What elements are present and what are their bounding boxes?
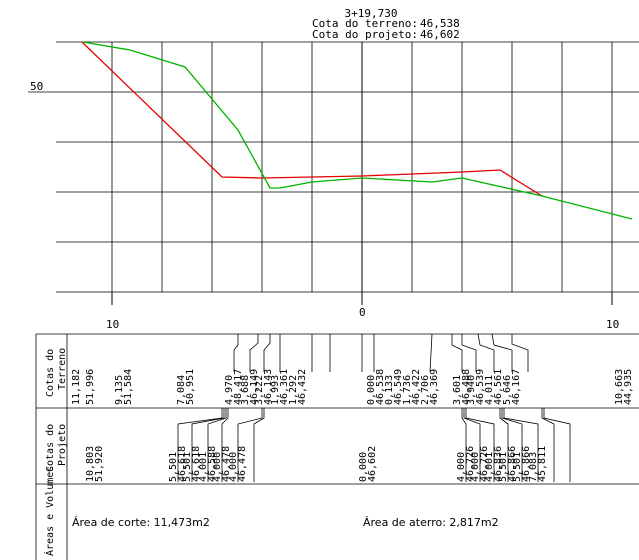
terrain-elevation-value: 4,970 [224,375,235,405]
terrain-elevation-value: 48,417 [233,369,244,405]
project-elevation-value: 46,618 [191,446,202,482]
grid [56,41,639,293]
terrain-elevation-value: 0,000 [366,375,377,405]
project-elevation-value: 5,501 [498,452,509,482]
offset-label-left: 10 [106,318,119,331]
terrain-elevation-value: 46,422 [411,369,422,405]
project-elevation-value: 46,726 [479,446,490,482]
terrain-profile-line [82,41,633,220]
terrain-elevation-value: 50,951 [185,369,196,405]
station-label: 3+19,730 [345,7,398,20]
project-elevation-value: 46,726 [465,446,476,482]
project-elevation-value: 46,602 [420,28,460,41]
project-elevation-value: 4,000 [228,452,239,482]
project-elevation-value: 46,478 [237,446,248,482]
project-elevation-value: 4,000 [456,452,467,482]
terrain-elevation-value: 1,993 [270,375,281,405]
terrain-elevation-value: 4,011 [484,375,495,405]
terrain-elevation-value: 46,143 [263,369,274,405]
project-elevation-value: 46,588 [207,446,218,482]
terrain-row-title-1: Cotas do [45,349,56,397]
offset-label-right: 10 [606,318,619,331]
terrain-elevation-value: 2,706 [420,375,431,405]
project-elevation-value: 5,501 [168,452,179,482]
cut-area-label: Área de corte: 11,473m2 [72,516,210,529]
project-elevation-value: 10,803 [85,446,96,482]
terrain-elevation-value: 0,133 [384,375,395,405]
fill-area-label: Área de aterro: 2,817m2 [363,516,499,529]
terrain-elevation-value: 3,222 [254,375,265,405]
project-elevation-value: 46,478 [221,446,232,482]
areas-row-title: Áreas e Volumes [43,466,56,556]
project-elevation-value: 46,836 [493,446,504,482]
terrain-elevation-value: 7,084 [176,375,187,405]
project-elevation-value: 7,083 [528,452,539,482]
terrain-elevation-value: 46,149 [249,369,260,405]
project-elevation-value: 45,811 [537,446,548,482]
project-elevation-value: 0,000 [358,452,369,482]
terrain-leader-lines [233,333,529,373]
terrain-elevation-value: 44,935 [623,369,634,405]
project-elevation-value: 5,501 [182,452,193,482]
terrain-elevation-value: 46,539 [475,369,486,405]
elevation-tick-label: 50 [30,80,43,93]
project-elevation-value: 46,866 [521,446,532,482]
project-row-title-1: Cotas do [45,424,56,472]
terrain-elevation-value: 9,135 [114,375,125,405]
terrain-elevation-value: 46,561 [493,369,504,405]
terrain-elevation-value: 46,361 [279,369,290,405]
terrain-elevation-value: 1,292 [288,375,299,405]
terrain-elevation-value: 3,940 [466,375,477,405]
data-table-frame [35,333,639,560]
project-elevation-value: 5,501 [512,452,523,482]
project-elevation-value: 4,000 [212,452,223,482]
project-row-title-2: Projeto [57,424,68,466]
terrain-elevation-value: 46,538 [375,369,386,405]
terrain-elevation-value: 46,167 [511,369,522,405]
terrain-elevation-value: 46,369 [429,369,440,405]
terrain-elevation-value: 46,432 [297,369,308,405]
project-elevation-value: 46,866 [507,446,518,482]
project-elevation-label: Cota do projeto: [312,28,418,41]
terrain-elevation-value: 46,549 [393,369,404,405]
project-elevation-value: 51,920 [94,446,105,482]
project-leader-lines [177,408,571,482]
offset-label-center: 0 [359,306,366,319]
project-elevation-value: 4,001 [484,452,495,482]
project-elevation-value: 4,000 [470,452,481,482]
terrain-elevation-label: Cota do terreno: [312,17,418,30]
project-elevation-value: 46,602 [367,446,378,482]
terrain-elevation-value: 1,736 [402,375,413,405]
terrain-elevation-value: 46,488 [461,369,472,405]
terrain-elevation-value: 51,996 [85,369,96,405]
terrain-elevation-value: 10,663 [614,369,625,405]
terrain-elevation-value: 51,584 [123,369,134,405]
terrain-elevation-value: 46,538 [420,17,460,30]
project-profile-line [81,41,543,197]
terrain-elevation-value: 3,688 [240,375,251,405]
terrain-elevation-value: 11,182 [71,369,82,405]
terrain-elevation-value: 5,646 [502,375,513,405]
project-elevation-value: 46,618 [177,446,188,482]
terrain-elevation-value: 3,601 [452,375,463,405]
terrain-row-title-2: Terreno [57,348,68,390]
project-elevation-value: 4,001 [198,452,209,482]
